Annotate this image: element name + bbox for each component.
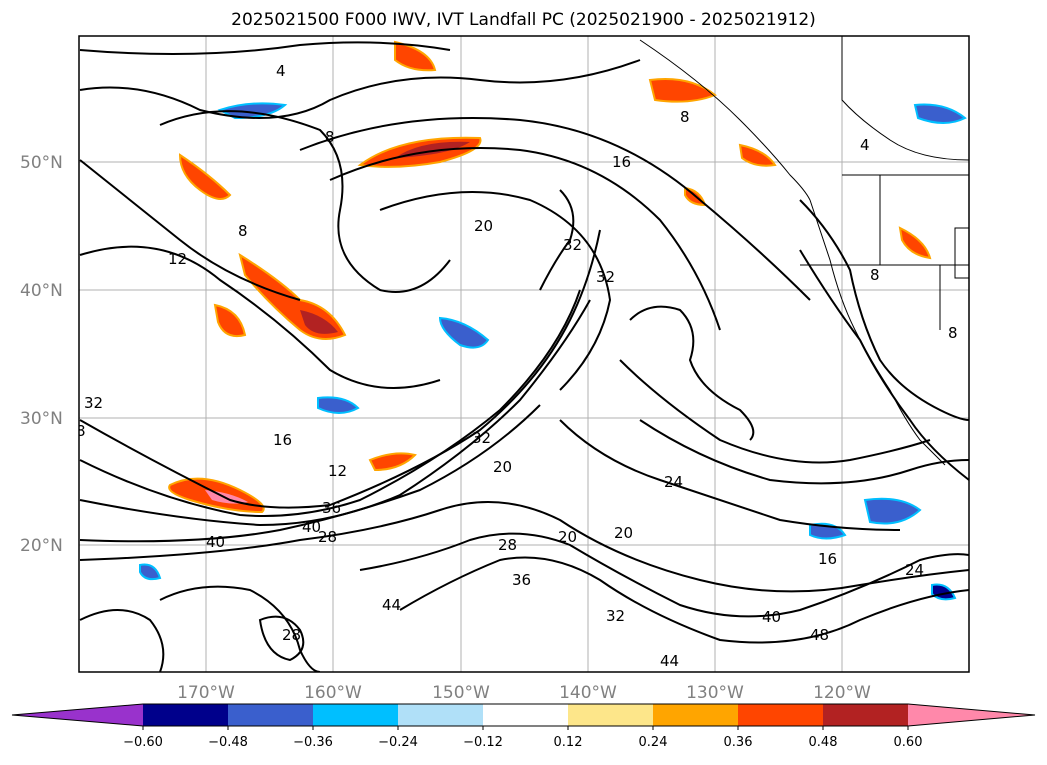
longitude-labels: 170°W 160°W 150°W 140°W 130°W 120°W (177, 683, 871, 703)
coastline (639, 36, 969, 466)
patch-negative (863, 497, 922, 525)
colorbar-tick-label: 0.12 (554, 735, 583, 750)
colorbar-cell (228, 704, 313, 726)
contour-label: 8 (870, 266, 880, 284)
colorbar-tick-label: −0.24 (378, 735, 418, 750)
contour-label: 32 (596, 268, 615, 286)
contour-label: 4 (860, 136, 870, 154)
patch-negative (438, 316, 490, 349)
contour-label: 12 (168, 250, 187, 268)
colorbar-tick-label: −0.36 (293, 735, 333, 750)
colorbar: −0.60 −0.48 −0.36 −0.24 −0.12 0.12 0.24 0.36 0.4… (11, 703, 1036, 750)
lat-label: 20°N (20, 536, 63, 556)
contour-label: 32 (563, 236, 582, 254)
map-title: 2025021500 F000 IWV, IVT Landfall PC (20… (231, 10, 816, 30)
contour-label: 32 (606, 607, 625, 625)
patch-negative (913, 103, 967, 124)
colorbar-cell (568, 704, 653, 726)
contour-label: 32 (84, 394, 103, 412)
colorbar-cell (143, 704, 228, 726)
contour-label: 4 (276, 62, 286, 80)
patch-negative (317, 396, 360, 414)
contour-label: 40 (206, 533, 225, 551)
contour-label: 40 (302, 518, 321, 536)
contour-label: 20 (558, 528, 577, 546)
patch-positive (213, 303, 247, 338)
colorbar-cell (738, 704, 823, 726)
map-panel: 4 8 8 12 16 20 32 32 16 12 36 40 40 28 3… (76, 35, 970, 673)
contour-label: 16 (273, 431, 292, 449)
contour-label: 36 (322, 499, 341, 517)
colorbar-tick-label: −0.60 (123, 735, 163, 750)
lon-label: 170°W (177, 683, 235, 703)
colorbar-cell (398, 704, 483, 726)
patch-positive (898, 226, 932, 260)
map-frame (78, 35, 970, 673)
iwv-contours (79, 41, 969, 672)
colorbar-tick-label: −0.48 (208, 735, 248, 750)
patch-positive (738, 143, 777, 167)
contour-label: 28 (498, 536, 517, 554)
lon-label: 150°W (432, 683, 490, 703)
contour-label: 44 (382, 596, 401, 614)
contour-labels: 4 8 8 12 16 20 32 32 16 12 36 40 40 28 3… (76, 62, 958, 670)
contour-label: 44 (660, 652, 679, 670)
colorbar-tick-label: 0.24 (639, 735, 668, 750)
colorbar-extend-min (12, 704, 143, 726)
contour-label: 48 (810, 626, 829, 644)
patch-positive (394, 40, 437, 72)
contour-label: 28 (318, 528, 337, 546)
contour-label: 20 (614, 524, 633, 542)
patch-positive (648, 78, 717, 103)
latitude-labels: 50°N 40°N 30°N 20°N (20, 153, 63, 556)
contour-label: 28 (282, 626, 301, 644)
colorbar-extend-max (908, 704, 1035, 726)
contour-label: 8 (238, 222, 248, 240)
contour-label: 16 (818, 550, 837, 568)
patch-positive (368, 452, 417, 472)
contour-label: 24 (664, 473, 683, 491)
colorbar-tick-label: 0.36 (724, 735, 753, 750)
lat-label: 40°N (20, 281, 63, 301)
contour-label: 8 (325, 128, 335, 146)
colorbar-tick-label: 0.60 (894, 735, 923, 750)
gridlines (79, 36, 969, 672)
lat-label: 50°N (20, 153, 63, 173)
contour-label: 8 (948, 324, 958, 342)
colorbar-cell (483, 704, 568, 726)
lon-label: 140°W (559, 683, 617, 703)
colorbar-cell (313, 704, 398, 726)
lon-label: 120°W (813, 683, 871, 703)
lon-label: 160°W (304, 683, 362, 703)
contour-label: 24 (905, 561, 924, 579)
lon-label: 130°W (686, 683, 744, 703)
colorbar-tick-label: 0.48 (809, 735, 838, 750)
contour-label: 8 (76, 422, 86, 440)
colorbar-cell (653, 704, 738, 726)
contour-label: 20 (474, 217, 493, 235)
contour-label: 40 (762, 608, 781, 626)
colorbar-cell (823, 704, 908, 726)
patch-negative (139, 563, 162, 581)
contour-label: 20 (493, 458, 512, 476)
lat-label: 30°N (20, 409, 63, 429)
patch-core (300, 310, 338, 334)
contour-label: 12 (328, 462, 347, 480)
colorbar-tick-label: −0.12 (463, 735, 503, 750)
contour-label: 8 (680, 108, 690, 126)
patch-positive (178, 153, 232, 200)
contour-label: 16 (612, 153, 631, 171)
contour-label: 32 (472, 429, 491, 447)
contour-label: 36 (512, 571, 531, 589)
